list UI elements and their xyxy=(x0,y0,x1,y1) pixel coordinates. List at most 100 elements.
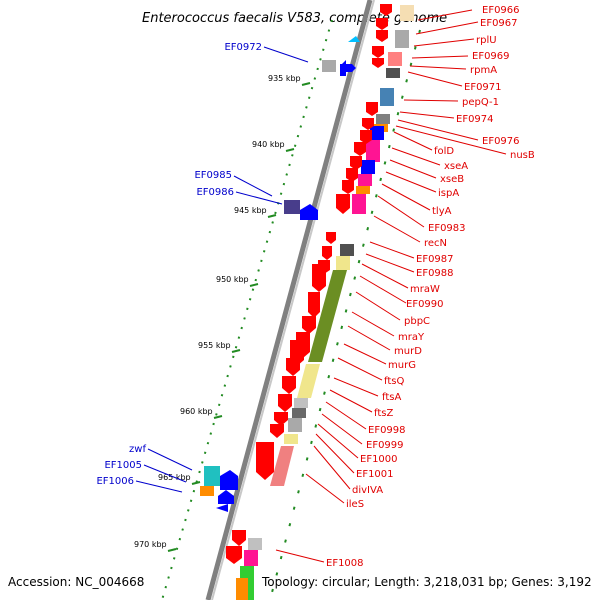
gene-label[interactable]: ispA xyxy=(438,188,459,199)
reverse-genes xyxy=(216,60,356,512)
feature-block xyxy=(294,398,308,408)
feature-block xyxy=(236,578,250,600)
gene-label[interactable]: ftsZ xyxy=(374,408,393,419)
forward-arrow xyxy=(376,30,388,42)
gene-label[interactable]: EF0999 xyxy=(366,440,404,451)
gene-label[interactable]: folD xyxy=(434,146,454,157)
feature-block xyxy=(370,126,384,140)
tick-label: 950 kbp xyxy=(216,275,249,284)
gene-label[interactable]: EF0990 xyxy=(406,299,444,310)
gene-label[interactable]: EF1005 xyxy=(104,460,142,471)
gene-label[interactable]: xseA xyxy=(444,161,468,172)
forward-arrow xyxy=(350,156,362,170)
feature-block xyxy=(380,88,394,106)
gene-label[interactable]: pepQ-1 xyxy=(462,97,499,108)
gene-label[interactable]: tlyA xyxy=(432,206,452,217)
gene-label[interactable]: EF0987 xyxy=(416,254,454,265)
gene-label[interactable]: EF0998 xyxy=(368,425,406,436)
gene-label[interactable]: murG xyxy=(388,360,416,371)
left-gene-labels: EF0972 EF0985 EF0986 zwf EF1005 EF1006 xyxy=(96,42,262,487)
feature-block xyxy=(288,418,302,432)
forward-arrow xyxy=(342,180,354,194)
forward-arrow xyxy=(366,102,378,116)
tick-mark xyxy=(213,415,223,419)
gene-label[interactable]: rpmA xyxy=(470,65,497,76)
tick-mark xyxy=(249,283,259,287)
inner-dotted-track xyxy=(269,29,421,600)
forward-arrow xyxy=(346,168,358,182)
reverse-arrow xyxy=(218,490,234,504)
gene-label[interactable]: ftsQ xyxy=(384,376,404,387)
gene-label[interactable]: EF0985 xyxy=(194,170,232,181)
forward-arrow xyxy=(256,442,274,480)
gene-label[interactable]: EF0967 xyxy=(480,18,518,29)
forward-arrow xyxy=(372,58,384,68)
tick-label: 955 kbp xyxy=(198,341,231,350)
gene-label[interactable]: EF0972 xyxy=(224,42,262,53)
gene-label[interactable]: rplU xyxy=(476,35,497,46)
gene-label[interactable]: EF0976 xyxy=(482,136,520,147)
reverse-arrow xyxy=(216,504,228,512)
accession-text: Accession: NC_004668 xyxy=(8,575,144,589)
forward-arrow xyxy=(270,424,284,438)
reverse-arrow xyxy=(220,470,238,490)
gene-label[interactable]: EF1008 xyxy=(326,558,364,569)
marker-triangle xyxy=(348,36,360,42)
feature-block xyxy=(361,160,375,174)
feature-block xyxy=(366,140,380,162)
forward-arrow xyxy=(274,412,288,426)
reverse-arrow xyxy=(300,204,318,220)
feature-track xyxy=(200,5,414,600)
right-gene-labels: EF0966 EF0967 rplU EF0969 rpmA EF0971 pepQ-1 EF… xyxy=(326,5,535,569)
gene-label[interactable]: zwf xyxy=(129,444,146,455)
gene-label[interactable]: EF0986 xyxy=(196,187,234,198)
gene-label[interactable]: EF0971 xyxy=(464,82,502,93)
gene-label[interactable]: mraW xyxy=(410,284,440,295)
gene-label[interactable]: EF1006 xyxy=(96,476,134,487)
feature-block xyxy=(204,466,220,486)
feature-block xyxy=(322,60,336,72)
gene-label[interactable]: recN xyxy=(424,238,447,249)
left-leaders xyxy=(135,46,309,493)
feature-block xyxy=(400,5,414,21)
forward-arrow xyxy=(286,358,300,376)
tick-label: 970 kbp xyxy=(134,540,167,549)
feature-block xyxy=(270,446,294,486)
tick-label: 940 kbp xyxy=(252,140,285,149)
forward-arrow xyxy=(372,46,384,58)
feature-block xyxy=(248,538,262,550)
gene-label[interactable]: divIVA xyxy=(352,485,383,496)
tick-mark xyxy=(231,349,241,353)
forward-arrow xyxy=(278,394,292,412)
genome-backbone-shadow xyxy=(211,0,375,600)
tick-label: 935 kbp xyxy=(268,74,301,83)
forward-arrow xyxy=(312,264,326,292)
feature-block xyxy=(376,114,390,124)
gene-label[interactable]: EF1001 xyxy=(356,469,394,480)
division-cluster-block xyxy=(308,270,347,362)
tick-label: 960 kbp xyxy=(180,407,213,416)
forward-arrow xyxy=(380,4,392,16)
gene-label[interactable]: xseB xyxy=(440,174,464,185)
gene-label[interactable]: EF0966 xyxy=(482,5,520,16)
feature-block xyxy=(297,364,320,398)
gene-label[interactable]: EF0988 xyxy=(416,268,454,279)
forward-arrow xyxy=(354,142,366,156)
gene-label[interactable]: murD xyxy=(394,346,422,357)
gene-label[interactable]: ftsA xyxy=(382,392,401,403)
gene-label[interactable]: mraY xyxy=(398,332,425,343)
feature-block xyxy=(395,30,409,48)
gene-label[interactable]: EF0983 xyxy=(428,223,466,234)
outer-dotted-track xyxy=(161,19,333,600)
gene-label[interactable]: nusB xyxy=(510,150,535,161)
feature-block xyxy=(352,194,366,214)
right-leaders xyxy=(275,9,507,563)
gene-label[interactable]: pbpC xyxy=(404,316,430,327)
gene-label[interactable]: EF0969 xyxy=(472,51,510,62)
gene-label[interactable]: ileS xyxy=(346,499,364,510)
gene-label[interactable]: EF1000 xyxy=(360,454,398,465)
forward-arrow xyxy=(360,130,372,144)
forward-arrow xyxy=(376,18,388,30)
gene-label[interactable]: EF0974 xyxy=(456,114,494,125)
topology-text: Topology: circular; Length: 3,218,031 bp… xyxy=(261,575,592,589)
